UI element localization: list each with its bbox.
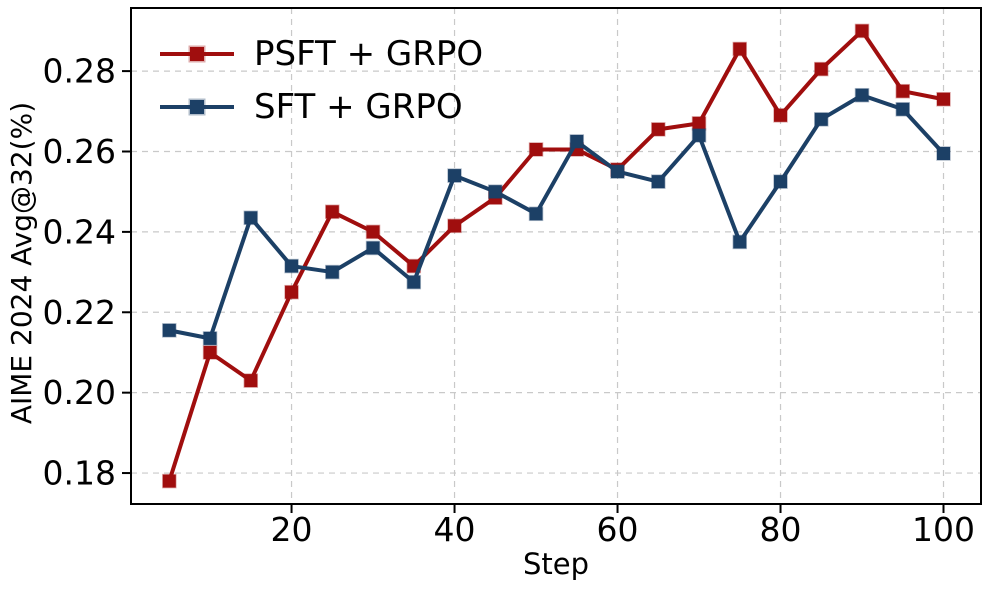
y-tick-label-0.18: 0.18	[43, 454, 116, 493]
data-point-sft-grpo-step-65	[651, 174, 666, 189]
legend: PSFT + GRPO SFT + GRPO	[160, 27, 483, 133]
x-axis-label: Step	[522, 547, 590, 581]
legend-label-sft-grpo: SFT + GRPO	[254, 86, 463, 127]
data-point-psft-grpo-step-25	[325, 204, 340, 220]
data-point-psft-grpo-step-20	[284, 284, 299, 300]
data-point-psft-grpo-step-85	[814, 61, 829, 77]
data-point-psft-grpo-step-75	[732, 41, 748, 57]
data-point-psft-grpo-step-5	[162, 473, 177, 489]
data-point-psft-grpo-step-50	[528, 142, 544, 157]
data-point-psft-grpo-step-15	[243, 373, 259, 388]
data-point-sft-grpo-step-15	[243, 210, 259, 226]
legend-entry-psft-grpo: PSFT + GRPO	[160, 27, 483, 80]
x-tick-label-40: 40	[434, 510, 476, 549]
y-tick-label-0.22: 0.22	[43, 293, 116, 332]
data-point-sft-grpo-step-80	[773, 174, 788, 189]
plot-border	[130, 7, 982, 505]
data-point-sft-grpo-step-70	[691, 128, 707, 143]
x-tick-label-100: 100	[912, 510, 975, 549]
x-tick-label-60: 60	[597, 510, 639, 549]
y-axis-label: AIME 2024 Avg@32(%)	[5, 101, 38, 425]
data-point-sft-grpo-step-60	[610, 164, 625, 179]
data-point-psft-grpo-step-80	[773, 108, 788, 123]
data-point-sft-grpo-step-25	[325, 264, 340, 280]
legend-entry-sft-grpo: SFT + GRPO	[160, 80, 483, 133]
y-tick-label-0.20: 0.20	[43, 373, 116, 412]
data-point-sft-grpo-step-30	[365, 240, 381, 256]
legend-line-marker-sft-grpo	[160, 99, 234, 114]
data-point-sft-grpo-step-50	[528, 206, 544, 222]
data-point-psft-grpo-step-70	[691, 116, 707, 131]
data-point-psft-grpo-step-65	[651, 122, 666, 137]
data-point-sft-grpo-step-85	[814, 112, 829, 127]
series-line-sft-grpo	[167, 93, 946, 341]
legend-square-marker-icon	[190, 46, 204, 61]
data-point-sft-grpo-step-5	[162, 323, 177, 338]
data-point-psft-grpo-step-100	[936, 91, 951, 107]
y-tick-label-0.28: 0.28	[43, 52, 116, 91]
data-point-psft-grpo-step-95	[895, 83, 911, 99]
x-tick-label-20: 20	[271, 510, 313, 549]
data-point-sft-grpo-step-20	[284, 258, 299, 274]
data-point-sft-grpo-step-90	[854, 87, 870, 103]
data-point-sft-grpo-step-75	[732, 234, 748, 250]
data-point-psft-grpo-step-40	[447, 218, 462, 234]
series-line-psft-grpo	[167, 28, 946, 484]
data-point-psft-grpo-step-30	[365, 224, 381, 240]
y-tick-label-0.24: 0.24	[43, 212, 116, 251]
data-point-sft-grpo-step-55	[569, 134, 585, 149]
data-point-sft-grpo-step-40	[447, 168, 462, 183]
legend-label-psft-grpo: PSFT + GRPO	[254, 33, 484, 74]
x-tick-label-80: 80	[760, 510, 802, 549]
data-point-sft-grpo-step-10	[202, 331, 218, 346]
data-point-psft-grpo-step-90	[854, 23, 870, 39]
data-point-psft-grpo-step-10	[202, 345, 218, 360]
data-point-sft-grpo-step-45	[488, 184, 503, 199]
y-tick-label-0.26: 0.26	[43, 132, 116, 171]
legend-square-marker-icon	[190, 99, 204, 114]
data-point-sft-grpo-step-35	[406, 274, 422, 290]
data-point-sft-grpo-step-100	[936, 146, 951, 161]
legend-line-marker-psft-grpo	[160, 46, 234, 61]
data-point-sft-grpo-step-95	[895, 102, 911, 117]
